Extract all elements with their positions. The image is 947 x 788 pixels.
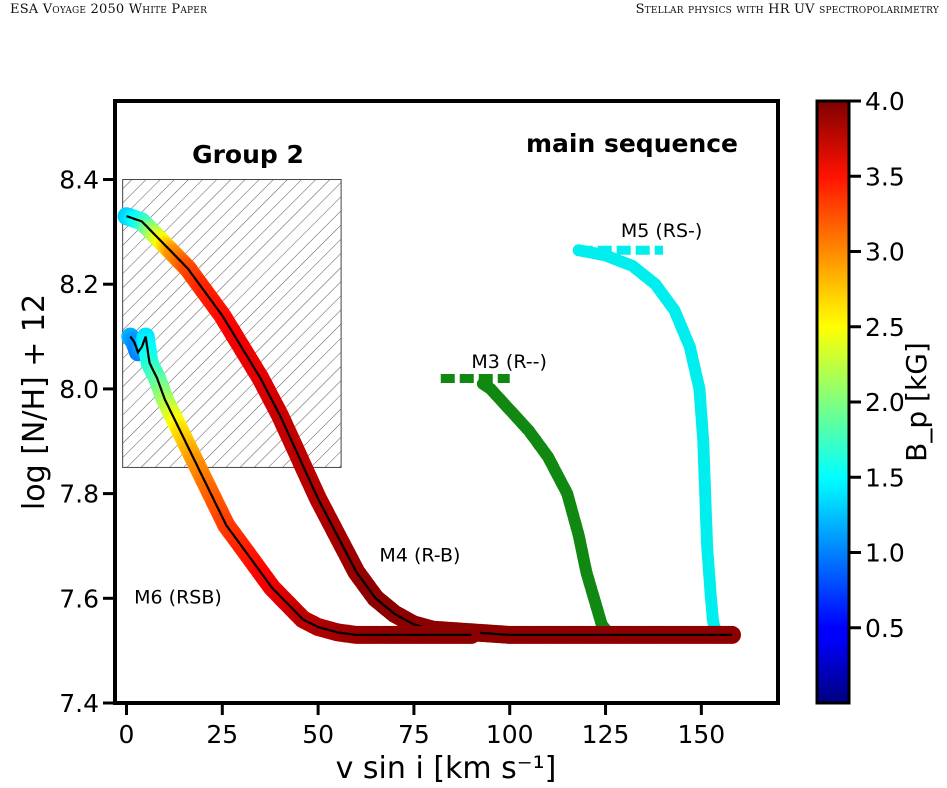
series-layer — [117, 207, 741, 644]
annotation-main-sequence: main sequence — [526, 129, 738, 158]
x-tick-label: 125 — [582, 720, 630, 749]
plot-frame — [113, 99, 780, 705]
y-tick-label: 7.4 — [59, 689, 99, 718]
series-0 — [572, 244, 735, 641]
x-tick-label: 25 — [206, 720, 238, 749]
colorbar-tick-label: 0.5 — [865, 614, 905, 643]
x-axis: 0 25 50 75 100 125 150 — [119, 703, 725, 749]
series-trace-line — [126, 215, 732, 636]
annotation-group-2: Group 2 — [192, 140, 304, 169]
series-label-m3: M3 (R--) — [471, 351, 547, 373]
colorbar-tick-label: 3.0 — [865, 238, 905, 267]
colorbar-tick-label: 4.0 — [865, 87, 905, 116]
colorbar-label: B_p [kG] — [900, 342, 933, 462]
y-axis: 7.4 7.6 7.8 8.0 8.2 8.4 — [59, 166, 115, 718]
y-tick-label: 8.0 — [59, 375, 99, 404]
x-tick-label: 75 — [398, 720, 430, 749]
colorbar-tick-label: 2.0 — [865, 388, 905, 417]
y-tick-label: 8.4 — [59, 166, 99, 195]
colorbar-tick-label: 1.0 — [865, 539, 905, 568]
x-tick-label: 100 — [486, 720, 534, 749]
colorbar-tick-label: 2.5 — [865, 313, 905, 342]
page-header-left: ESA Voyage 2050 White Paper — [10, 2, 208, 17]
colorbar — [815, 99, 851, 705]
x-axis-label: v sin i [km s⁻¹] — [336, 751, 557, 786]
colorbar-tick-label: 1.5 — [865, 463, 905, 492]
colorbar-axis: 0.5 1.0 1.5 2.0 2.5 3.0 3.5 4.0 — [849, 87, 905, 643]
page-header-right: Stellar physics with HR UV spectropolari… — [635, 2, 939, 17]
y-tick-label: 7.6 — [59, 584, 99, 613]
y-axis-label: log [N/H] + 12 — [17, 294, 52, 510]
series-label-m5: M5 (RS-) — [621, 220, 702, 242]
y-tick-label: 7.8 — [59, 480, 99, 509]
series-2 — [117, 207, 741, 644]
x-tick-label: 0 — [119, 720, 135, 749]
series-3 — [121, 327, 481, 644]
series-trace-line — [129, 335, 472, 636]
y-tick-label: 8.2 — [59, 270, 99, 299]
x-tick-label: 50 — [302, 720, 334, 749]
series-label-m6: M6 (RSB) — [134, 587, 222, 609]
series-label-m4: M4 (R-B) — [379, 545, 460, 567]
x-tick-label: 150 — [677, 720, 725, 749]
colorbar-tick-label: 3.5 — [865, 162, 905, 191]
series-1 — [440, 373, 715, 641]
